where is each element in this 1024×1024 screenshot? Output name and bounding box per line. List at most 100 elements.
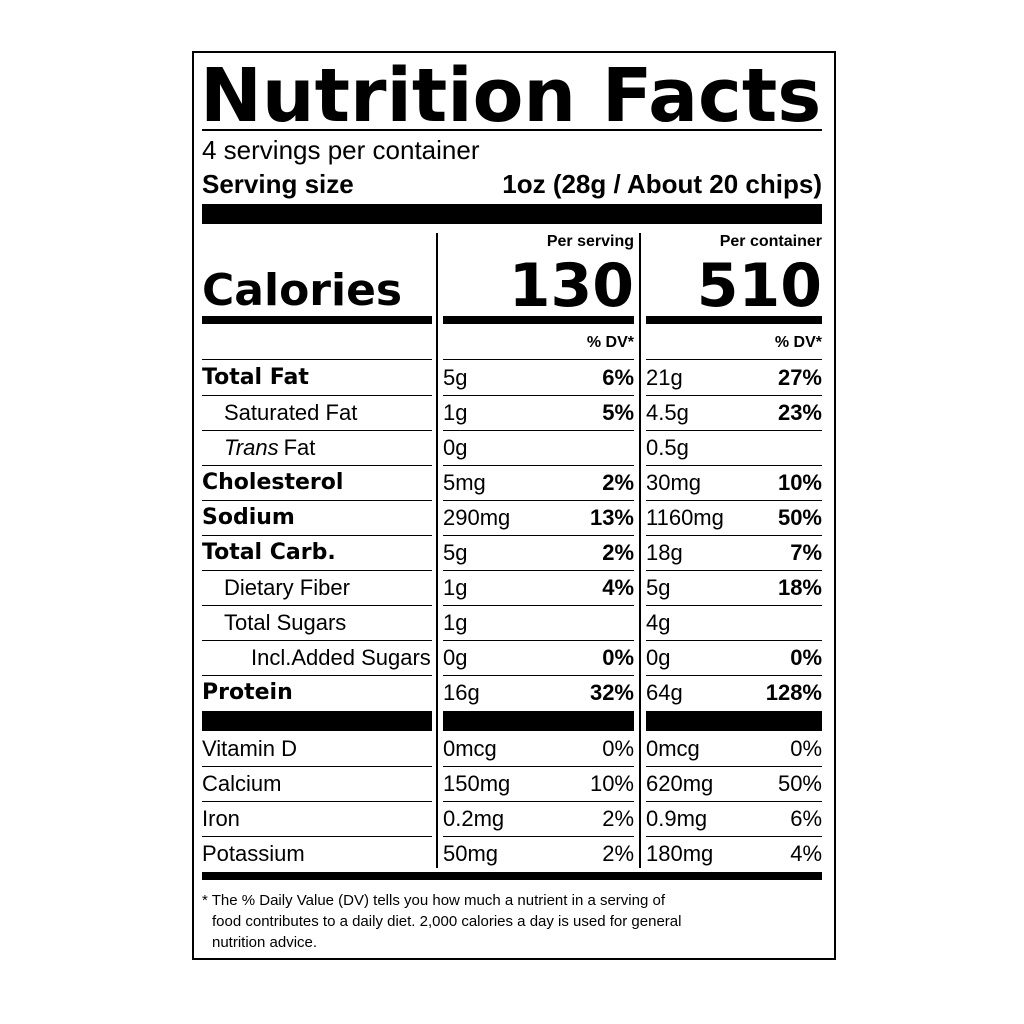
amount: 0g — [646, 645, 671, 670]
amount: 21g — [646, 365, 683, 390]
daily-value: 5% — [602, 400, 634, 425]
amount: 1160mg — [646, 505, 724, 530]
row-rule — [646, 766, 822, 768]
amount: 0mcg — [646, 736, 700, 761]
calories-rule — [646, 316, 822, 324]
amount: 5g — [443, 540, 468, 565]
thick-rule — [202, 711, 432, 731]
row-rule — [202, 675, 432, 677]
thick-rule — [202, 872, 822, 880]
row-rule — [443, 605, 634, 607]
calories-rule — [202, 316, 432, 324]
serving-size-label: Serving size — [202, 169, 354, 199]
daily-value: 50% — [777, 505, 822, 530]
nutrient-name-italic: Trans — [224, 435, 279, 460]
row-rule — [443, 500, 634, 502]
calories-rule — [443, 316, 634, 324]
row-rule — [443, 359, 634, 361]
amount: 16g — [443, 680, 480, 705]
row-rule — [202, 605, 432, 607]
amount: 18g — [646, 540, 683, 565]
row-rule — [443, 836, 634, 838]
thick-rule — [443, 711, 634, 731]
daily-value: 13% — [589, 505, 634, 530]
row-rule — [202, 766, 432, 768]
footnote-line: food contributes to a daily diet. 2,000 … — [212, 912, 682, 930]
amount: 5g — [646, 575, 671, 600]
row-rule — [646, 465, 822, 467]
nutrient-name: Incl.Added Sugars — [251, 645, 431, 670]
amount: 1g — [443, 575, 468, 600]
daily-value: 0% — [790, 645, 822, 670]
amount: 64g — [646, 680, 683, 705]
title-rule — [202, 129, 822, 131]
amount: 0mcg — [443, 736, 497, 761]
daily-value: 2% — [602, 841, 634, 866]
amount: 5g — [443, 365, 468, 390]
row-rule — [646, 675, 822, 677]
row-rule — [646, 801, 822, 803]
nutrient-name: Cholesterol — [202, 470, 344, 495]
amount: 0.2mg — [443, 806, 505, 831]
row-rule — [443, 801, 634, 803]
calories-label: Calories — [202, 265, 403, 316]
column-heading: Per container — [719, 233, 822, 250]
row-rule — [646, 500, 822, 502]
row-rule — [202, 395, 432, 397]
row-rule — [202, 430, 432, 432]
daily-value: 4% — [790, 841, 822, 866]
amount: 1g — [443, 610, 468, 635]
amount: 50mg — [443, 841, 499, 866]
row-rule — [646, 640, 822, 642]
row-rule — [202, 570, 432, 572]
amount: 5mg — [443, 470, 486, 495]
nutrient-name: Total Carb. — [202, 540, 336, 565]
daily-value: 128% — [765, 680, 822, 705]
amount: 0g — [443, 645, 468, 670]
thick-rule — [646, 711, 822, 731]
nutrient-name: Vitamin D — [202, 736, 297, 761]
nutrient-name: Total Sugars — [224, 610, 347, 635]
row-rule — [443, 675, 634, 677]
daily-value: 0% — [602, 736, 634, 761]
daily-value: 7% — [790, 540, 822, 565]
daily-value: 2% — [602, 470, 634, 495]
row-rule — [443, 395, 634, 397]
row-rule — [443, 766, 634, 768]
daily-value: 10% — [589, 771, 634, 796]
row-rule — [646, 605, 822, 607]
row-rule — [443, 535, 634, 537]
title: Nutrition Facts — [200, 53, 822, 139]
column-divider — [436, 233, 438, 868]
row-rule — [443, 570, 634, 572]
row-rule — [646, 395, 822, 397]
amount: 0g — [443, 435, 468, 460]
servings: 4 servings per container — [202, 135, 480, 165]
row-rule — [202, 500, 432, 502]
row-rule — [202, 836, 432, 838]
row-rule — [646, 430, 822, 432]
nutrition-label — [192, 51, 836, 960]
daily-value: 32% — [589, 680, 634, 705]
nutrient-name: Iron — [202, 806, 240, 831]
footnote-line: nutrition advice. — [212, 933, 318, 951]
daily-value: 50% — [777, 771, 822, 796]
row-rule — [646, 535, 822, 537]
row-rule — [202, 640, 432, 642]
column-heading: Per serving — [546, 233, 634, 250]
amount: 290mg — [443, 505, 511, 530]
nutrient-name: Dietary Fiber — [224, 575, 350, 600]
calories-value: 510 — [696, 251, 822, 321]
daily-value: 0% — [790, 736, 822, 761]
daily-value: 2% — [602, 540, 634, 565]
nutrient-name: Sodium — [202, 505, 295, 530]
nutrient-name: Protein — [202, 680, 293, 705]
daily-value: 6% — [790, 806, 822, 831]
row-rule — [646, 359, 822, 361]
daily-value: 18% — [777, 575, 822, 600]
footnote-line: * The % Daily Value (DV) tells you how m… — [202, 891, 665, 909]
amount: 1g — [443, 400, 468, 425]
row-rule — [646, 570, 822, 572]
nutrient-name: Calcium — [202, 771, 282, 796]
